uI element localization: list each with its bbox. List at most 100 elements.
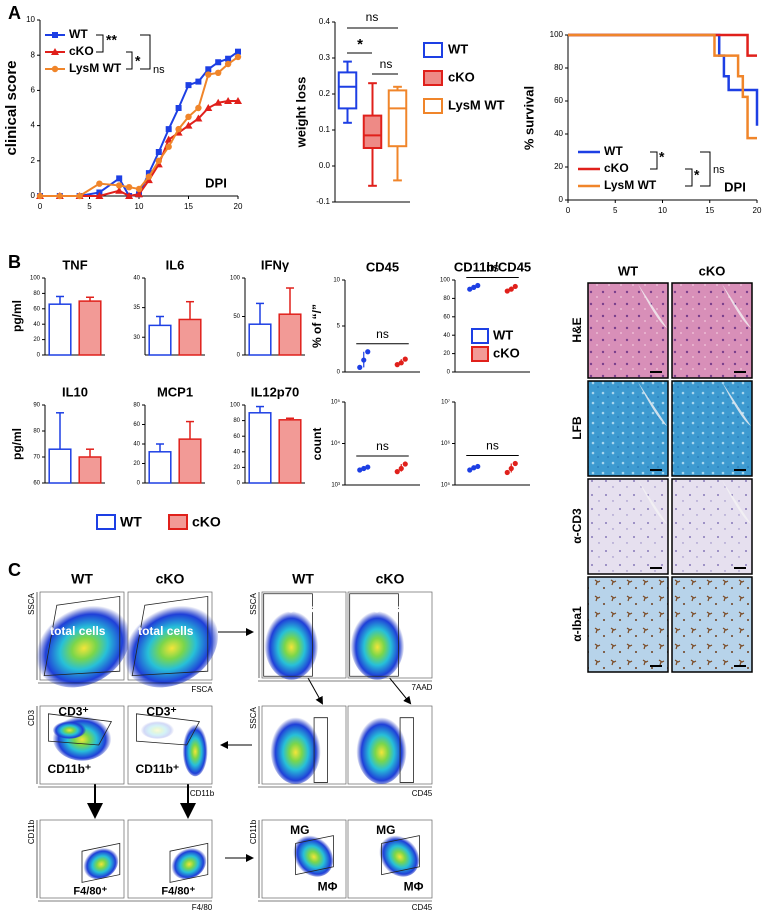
x-tick-label: 20 [234, 202, 243, 211]
dot [365, 464, 371, 470]
y-tick-label: 8 [31, 50, 36, 59]
gate-label: MΦ [318, 879, 338, 893]
y-tick-label: 80 [233, 418, 240, 424]
dot [467, 286, 473, 292]
density [122, 602, 218, 688]
dot [504, 469, 510, 476]
bar [178, 318, 202, 356]
flow-title: WT [292, 571, 314, 587]
legend-swatch [423, 42, 443, 58]
x-tick-label: 0 [566, 206, 571, 215]
density [377, 833, 420, 877]
legend-label: WT [69, 27, 88, 41]
gate [131, 595, 209, 677]
legend-swatch [423, 70, 443, 86]
annotation: ns [486, 261, 499, 275]
y-tick-label: 20 [33, 337, 40, 343]
flow-title: cKO [156, 571, 185, 587]
density [182, 721, 208, 777]
annotation: ns [713, 164, 725, 176]
y-tick-label: 20 [554, 162, 563, 171]
y-tick-label: 50 [233, 314, 240, 320]
micrograph [671, 380, 753, 477]
y-tick-label: 60 [133, 422, 140, 428]
dot [512, 460, 518, 467]
row-label: α-Iba1 [570, 606, 584, 642]
bar [148, 451, 172, 484]
dot [357, 467, 363, 473]
y-tick-label: 0 [137, 481, 141, 487]
survival-line [568, 33, 759, 126]
y-tick-label: 0 [237, 481, 241, 487]
dot [512, 283, 518, 290]
flow-title: WT [71, 571, 93, 587]
legend-label: WT [604, 144, 623, 158]
dot [402, 461, 408, 467]
tissue-edge [722, 284, 751, 328]
gate-label: F4/80⁺ [161, 886, 195, 898]
gate-label: CD11b⁺ [136, 762, 180, 776]
flow-y-label: SSCA [249, 592, 258, 614]
y-tick-label: 0 [31, 191, 36, 200]
y-tick-label: 35 [133, 305, 140, 311]
y-tick-label: 6 [31, 86, 36, 95]
micrograph [587, 282, 669, 379]
flow-x-label: CD45 [412, 903, 433, 912]
flow-y-label: SSCA [249, 706, 258, 728]
y-tick-label: 60 [33, 481, 40, 487]
y-tick-label: 10³ [331, 483, 340, 489]
marker [184, 121, 193, 129]
y-axis-label: % of “/” [310, 304, 324, 348]
y-tick-label: 100 [230, 403, 241, 409]
legend-swatch [96, 514, 116, 530]
marker [215, 59, 222, 66]
marker [215, 69, 222, 77]
y-tick-label: 0.3 [319, 53, 331, 62]
marker [205, 71, 212, 78]
marker [205, 66, 212, 73]
flow-y-label: SSCA [27, 592, 36, 614]
row-label: LFB [570, 416, 584, 440]
density [52, 720, 87, 739]
x-tick-label: 20 [753, 206, 762, 215]
marker [234, 53, 242, 61]
annotation: ns [153, 64, 165, 76]
y-tick-label: 40 [33, 322, 40, 328]
y-tick-label: 60 [554, 96, 563, 105]
dot [394, 362, 400, 368]
marker [175, 105, 182, 111]
legend-label: cKO [192, 514, 221, 530]
gate [399, 717, 414, 783]
gate [135, 713, 201, 746]
x-tick-label: 10 [658, 206, 667, 215]
marker [235, 48, 241, 55]
y-tick-label: 100 [30, 276, 41, 282]
y-tick-label: 0 [237, 353, 241, 359]
y-tick-label: -0.1 [316, 197, 330, 206]
gate-label: total cells [50, 624, 106, 638]
dot [365, 349, 371, 355]
gate [295, 835, 334, 876]
marker [185, 82, 192, 89]
y-tick-label: 40 [554, 129, 563, 138]
marker [224, 96, 233, 104]
bar [278, 419, 302, 484]
gate-label: MΦ [404, 879, 424, 893]
y-axis-label: count [310, 428, 324, 461]
y-tick-label: 0 [37, 353, 41, 359]
annotation: * [659, 149, 665, 165]
y-axis-label: clinical score [3, 60, 20, 155]
panel-label: A [8, 3, 21, 23]
gate [313, 717, 328, 783]
marker [76, 192, 83, 200]
annotation: ** [106, 32, 117, 48]
bar [48, 448, 72, 484]
gate-label: F4/80⁺ [73, 886, 107, 898]
density [356, 713, 407, 785]
y-tick-label: 10⁴ [331, 440, 341, 447]
density [34, 602, 130, 688]
marker [164, 135, 173, 143]
marker [135, 190, 143, 198]
bar [178, 438, 202, 484]
y-tick-label: 90 [33, 403, 40, 409]
